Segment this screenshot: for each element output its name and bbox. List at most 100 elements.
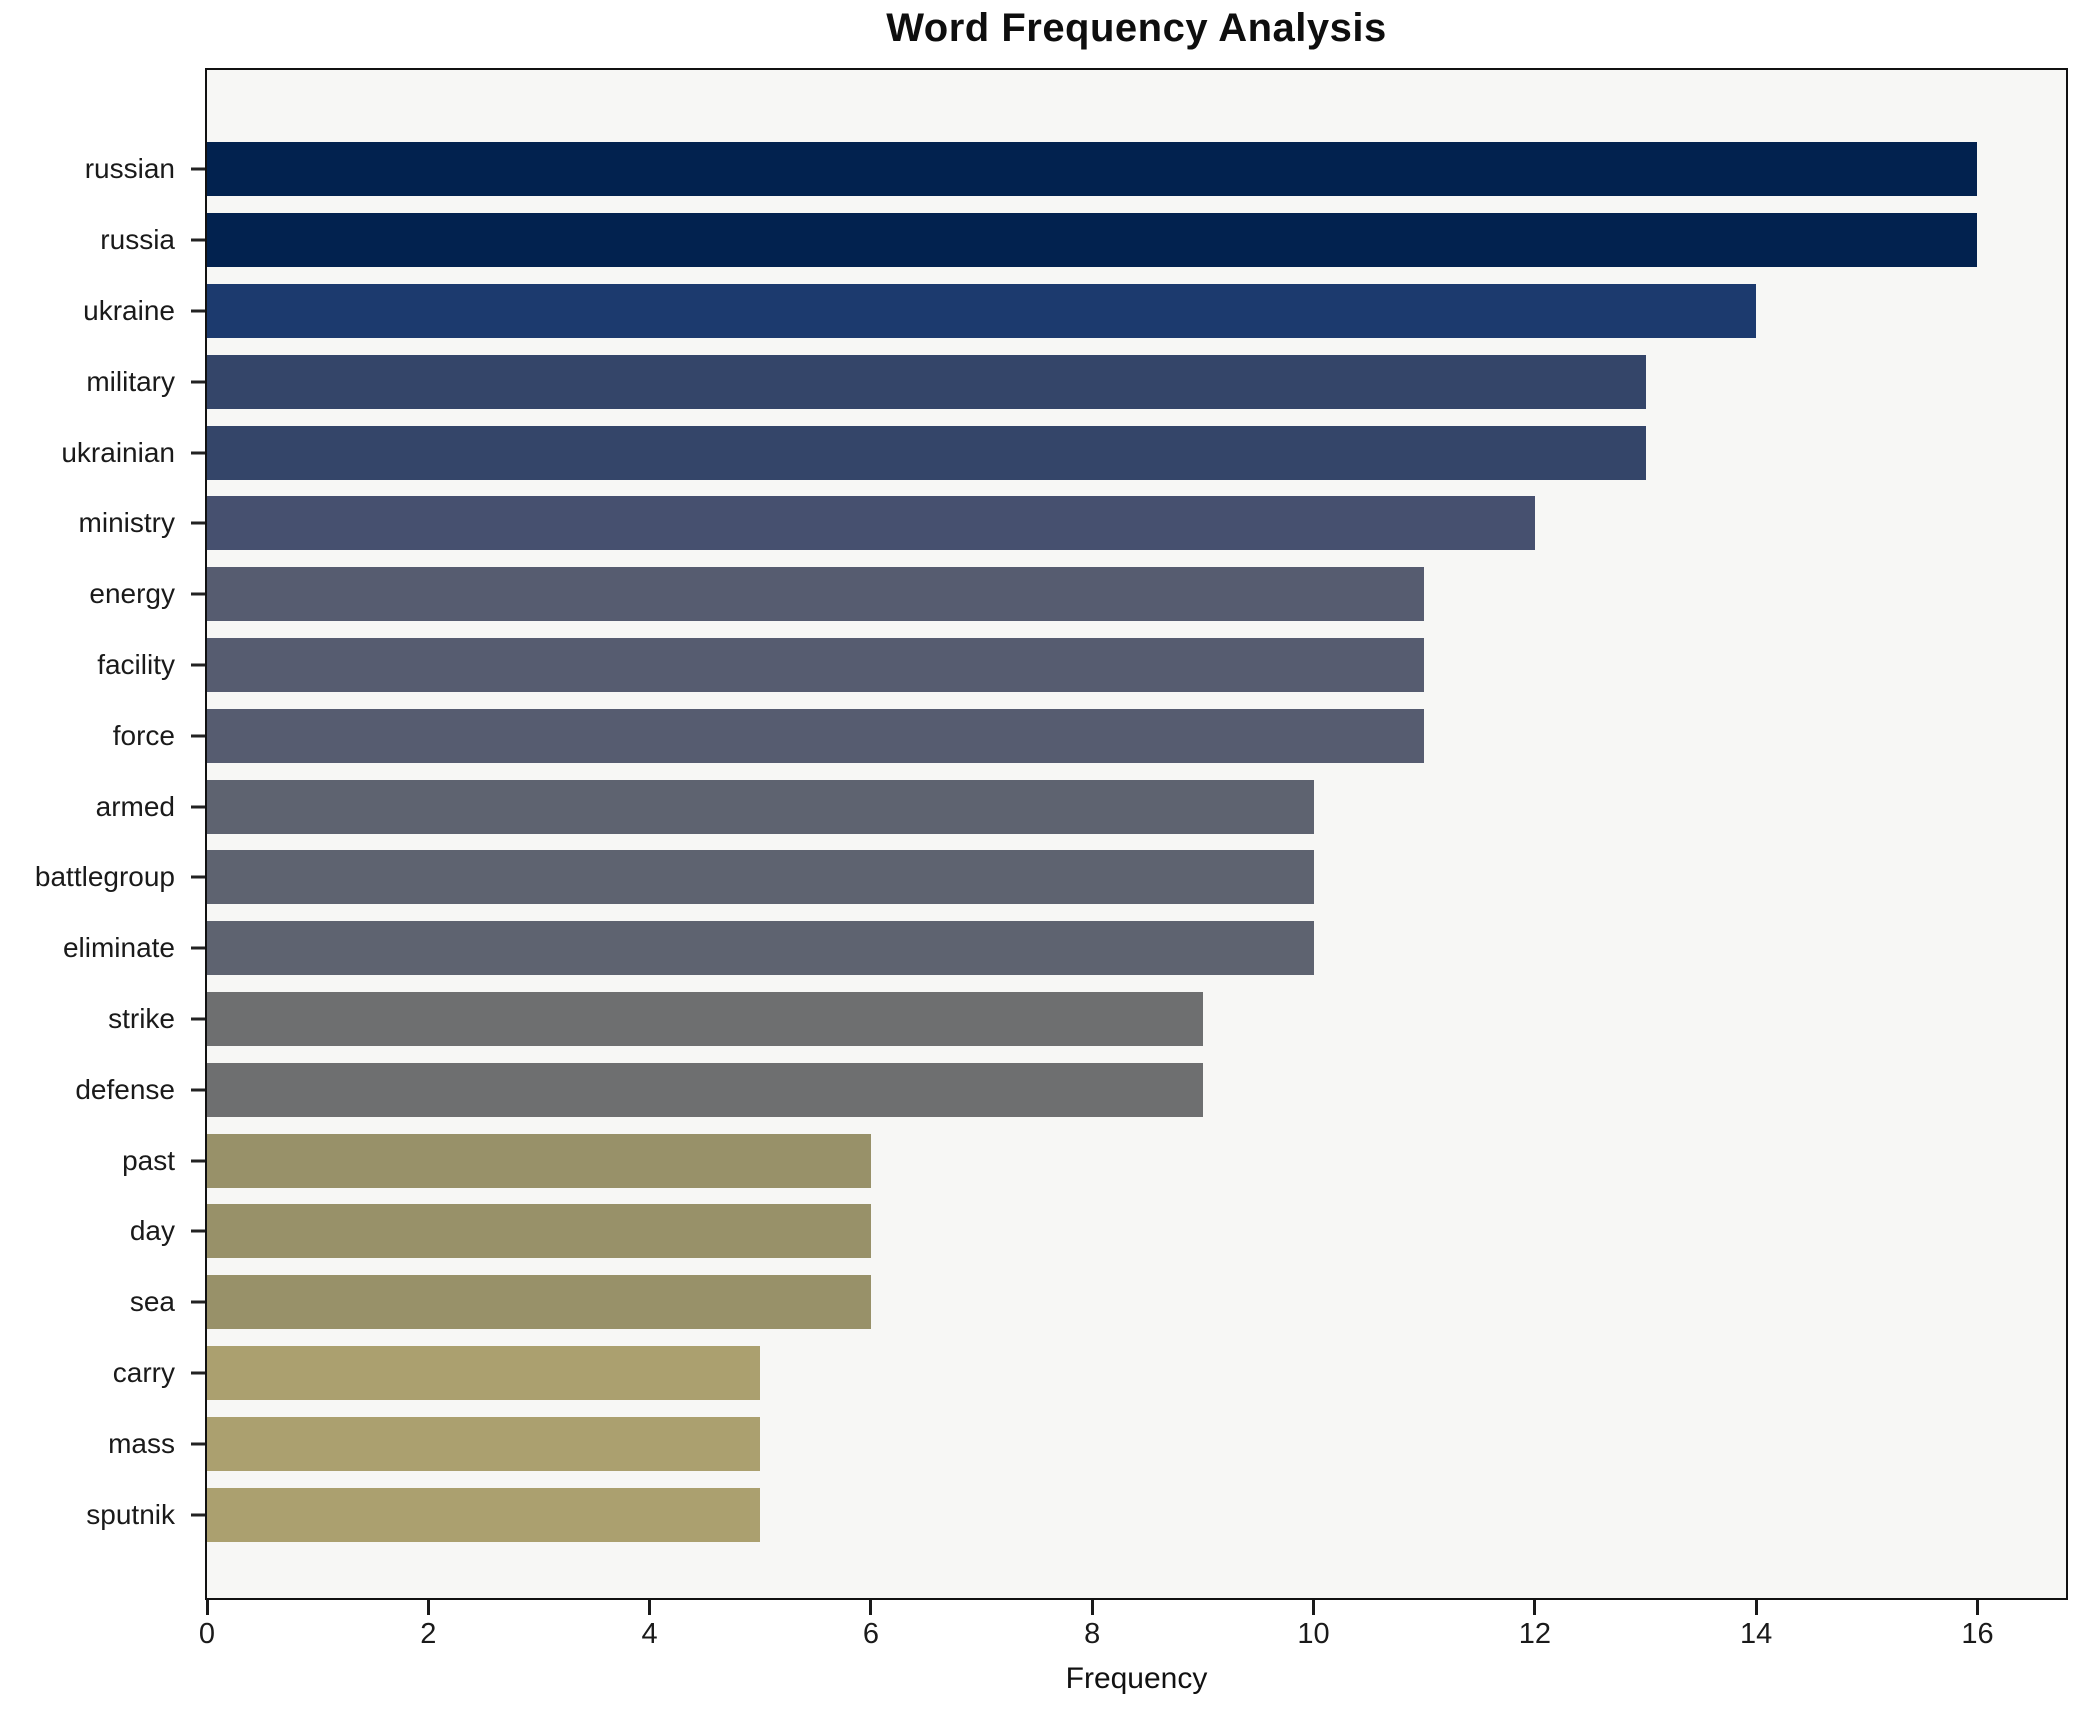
y-tick-label-facility: facility (97, 648, 175, 680)
y-tick-mark (191, 663, 205, 667)
y-tick-mark (191, 1442, 205, 1446)
y-tick-label-military: military (86, 365, 175, 397)
x-tick-label: 2 (420, 1618, 437, 1650)
bar-battlegroup (207, 850, 1314, 905)
y-tick-mark (191, 946, 205, 950)
y-tick-mark (191, 309, 205, 313)
x-tick-mark (1975, 1600, 1979, 1615)
y-tick-label-energy: energy (89, 578, 175, 610)
x-axis-label: Frequency (1065, 1662, 1208, 1695)
bar-sputnik (207, 1487, 761, 1542)
chart-title: Word Frequency Analysis (886, 6, 1387, 50)
y-tick-mark (191, 1229, 205, 1233)
y-tick-label-russian: russian (84, 153, 175, 185)
bar-defense (207, 1062, 1203, 1117)
bar-carry (207, 1345, 761, 1400)
bar-row: armed (96, 771, 2066, 842)
bar-row: military (86, 346, 2066, 417)
y-tick-label-mass: mass (108, 1427, 175, 1459)
x-tick-mark (1754, 1600, 1758, 1615)
x-tick-label: 14 (1740, 1618, 1773, 1650)
y-tick-mark (191, 521, 205, 525)
bar-energy (207, 567, 1425, 622)
bar-military (207, 354, 1646, 409)
bar-force (207, 708, 1425, 763)
x-tick-label: 6 (862, 1618, 879, 1650)
y-tick-label-sputnik: sputnik (86, 1498, 175, 1530)
bar-row: eliminate (63, 913, 2066, 984)
y-tick-label-carry: carry (112, 1356, 175, 1388)
x-tick-mark (869, 1600, 873, 1615)
bar-row: ukraine (83, 276, 2066, 347)
y-tick-label-russia: russia (100, 224, 175, 256)
y-tick-label-day: day (129, 1215, 175, 1247)
bar-row: carry (113, 1338, 2066, 1409)
bar-row: strike (108, 984, 2066, 1055)
bar-strike (207, 991, 1203, 1046)
y-tick-label-battlegroup: battlegroup (34, 861, 175, 893)
bar-row: mass (108, 1408, 2066, 1479)
x-tick-label: 10 (1297, 1618, 1330, 1650)
bar-row: past (122, 1125, 2066, 1196)
y-tick-mark (191, 734, 205, 738)
x-tick-label: 8 (1084, 1618, 1101, 1650)
x-tick-mark (426, 1600, 430, 1615)
y-tick-label-force: force (112, 719, 175, 751)
bar-row: force (113, 700, 2066, 771)
y-tick-mark (191, 1513, 205, 1517)
y-tick-mark (191, 380, 205, 384)
x-tick-label: 12 (1518, 1618, 1551, 1650)
y-tick-mark (191, 875, 205, 879)
bar-row: day (130, 1196, 2066, 1267)
bar-eliminate (207, 921, 1314, 976)
y-tick-label-past: past (122, 1144, 175, 1176)
bar-facility (207, 637, 1425, 692)
bar-row: sputnik (86, 1479, 2066, 1550)
y-tick-mark (191, 1300, 205, 1304)
bar-russian (207, 142, 1978, 197)
y-tick-label-sea: sea (129, 1286, 175, 1318)
bar-past (207, 1133, 871, 1188)
plot-area: russian russia ukraine military ukrainian min… (35, 68, 2068, 1600)
y-tick-label-armed: armed (95, 790, 175, 822)
x-tick-mark (648, 1600, 652, 1615)
y-tick-mark (191, 1017, 205, 1021)
bar-row: russia (100, 205, 2066, 276)
y-tick-label-ministry: ministry (78, 507, 175, 539)
bar-row: sea (130, 1267, 2066, 1338)
y-tick-mark (191, 1088, 205, 1092)
y-tick-label-strike: strike (108, 1002, 175, 1034)
y-tick-mark (191, 1371, 205, 1375)
bar-row: battlegroup (35, 842, 2066, 913)
bar-row: facility (97, 630, 2066, 701)
bar-row: russian (85, 134, 2066, 205)
x-tick-mark (1090, 1600, 1094, 1615)
bar-sea (207, 1275, 871, 1330)
x-tick-mark (205, 1600, 209, 1615)
y-tick-mark (191, 451, 205, 455)
bar-row: energy (89, 559, 2066, 630)
y-tick-mark (191, 805, 205, 809)
bar-row: ukrainian (61, 417, 2066, 488)
x-tick-mark (1312, 1600, 1316, 1615)
x-tick-label: 0 (198, 1618, 216, 1650)
bar-armed (207, 779, 1314, 834)
y-tick-mark (191, 238, 205, 242)
bar-ministry (207, 496, 1535, 551)
y-tick-mark (191, 1159, 205, 1163)
bar-mass (207, 1416, 761, 1471)
y-tick-label-ukrainian: ukrainian (61, 436, 175, 468)
y-tick-label-eliminate: eliminate (62, 932, 175, 964)
y-tick-mark (191, 592, 205, 596)
bar-row: ministry (79, 488, 2066, 559)
x-tick-mark (1533, 1600, 1537, 1615)
bar-day (207, 1204, 871, 1259)
x-tick-label: 4 (641, 1618, 658, 1650)
bar-russia (207, 213, 1978, 268)
y-tick-label-defense: defense (75, 1073, 175, 1105)
y-tick-label-ukraine: ukraine (83, 294, 175, 326)
bar-ukraine (207, 283, 1757, 338)
bar-row: defense (75, 1054, 2066, 1125)
x-tick-label: 16 (1961, 1618, 1994, 1650)
